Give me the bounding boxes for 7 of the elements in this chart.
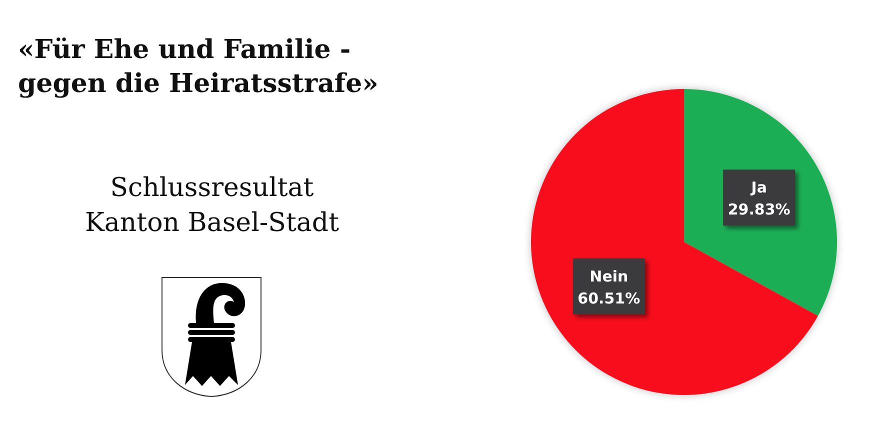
slice-label: Ja: [750, 178, 767, 197]
pie-slice: [531, 89, 818, 395]
data-label: 29.83%: [728, 200, 790, 219]
data-label: 60.51%: [578, 289, 640, 308]
text: «Für Ehe und Familie - gegen die Heiratsstrafe»: [18, 35, 378, 99]
text: Schlussresultat Kanton Basel-Stadt: [84, 173, 340, 238]
slice-label: Nein: [590, 267, 628, 286]
